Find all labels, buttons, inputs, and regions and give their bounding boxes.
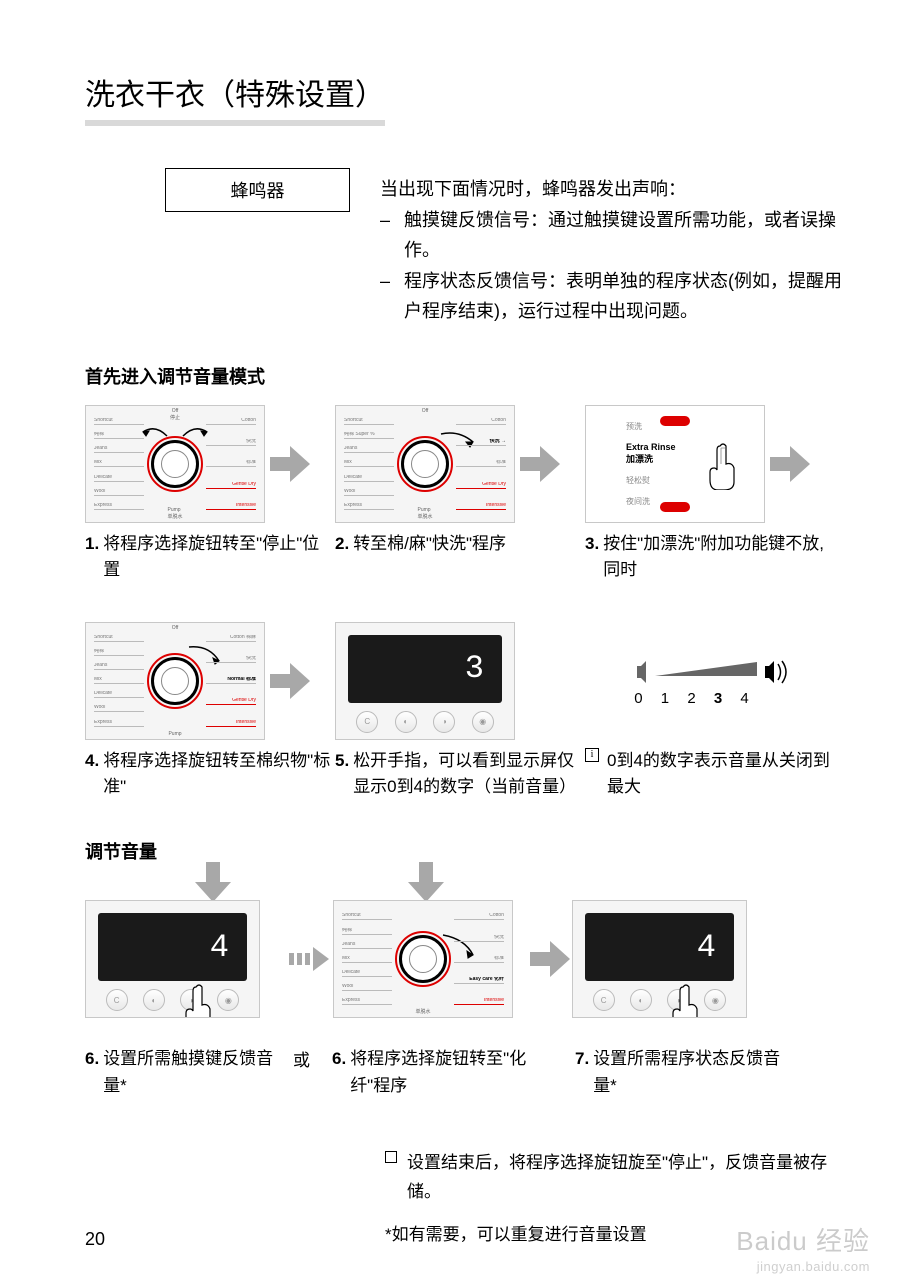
step-2-caption: 2. 转至棉/麻"快洗"程序 bbox=[335, 531, 585, 557]
step-2-panel: Shortcut纯棉 Super %JeansMixDelicateWoolEx… bbox=[335, 405, 515, 523]
section1-heading: 首先进入调节音量模式 bbox=[85, 363, 845, 389]
step-num: 1. bbox=[85, 531, 99, 584]
step-3-panel: 预洗 Extra Rinse加漂洗 轻松熨 夜间洗 bbox=[585, 405, 765, 523]
watermark-sub: jingyan.baidu.com bbox=[757, 1259, 870, 1274]
page-number: 20 bbox=[85, 1229, 105, 1250]
step-2: Shortcut纯棉 Super %JeansMixDelicateWoolEx… bbox=[335, 405, 585, 604]
arrow-down-icon bbox=[408, 862, 444, 902]
dotted-arrow-icon bbox=[285, 947, 333, 971]
lcd-digit: 4 bbox=[210, 929, 229, 966]
intro-lead: 当出现下面情况时，蜂鸣器发出声响： bbox=[380, 174, 845, 205]
volume-scale-icon bbox=[625, 654, 795, 690]
intro-bullet-2: – 程序状态反馈信号：表明单独的程序状态(例如，提醒用户程序结束)，运行过程中出… bbox=[380, 266, 845, 327]
step-5-caption: 5. 松开手指，可以看到显示屏仅显示0到4的数字（当前音量） bbox=[335, 748, 585, 801]
step-7: 4 C◐◑◉ bbox=[572, 900, 767, 1018]
step-num: 3. bbox=[585, 531, 599, 584]
steps-row-2: Shortcut纯棉JeansMixDelicateWoolExpress Co… bbox=[85, 622, 845, 821]
steps-row-3: 4 C◐◑◉ Shortcut纯棉JeansMixDelicateWoolExp… bbox=[85, 900, 845, 1018]
step-5: 3 C◐◑◉ 5. 松开手指，可以看到显示屏仅显示0到4的数字（当前音量） bbox=[335, 622, 585, 821]
dial-icon bbox=[397, 436, 453, 492]
panel-right-labels: Cotton快洗标准Gentle DryIntensive bbox=[206, 418, 256, 510]
lcd-buttons: C◐◑◉ bbox=[348, 711, 502, 733]
step-4-panel: Shortcut纯棉JeansMixDelicateWoolExpress Co… bbox=[85, 622, 265, 740]
step-6a-panel: 4 C◐◑◉ bbox=[85, 900, 260, 1018]
finger-icon bbox=[184, 983, 212, 1018]
step-1: Shortcut纯棉JeansMixDelicateWoolExpress Co… bbox=[85, 405, 335, 604]
step-text: 按住"加漂洗"附加功能键不放, 同时 bbox=[603, 531, 835, 584]
footer-note-1-text: 设置结束后，将程序选择旋钮旋至"停止"，反馈音量被存储。 bbox=[407, 1149, 845, 1207]
watermark: Baidu 经验 bbox=[736, 1221, 870, 1258]
dial-icon bbox=[147, 653, 203, 709]
checkbox-icon bbox=[385, 1151, 397, 1163]
step-4: Shortcut纯棉JeansMixDelicateWoolExpress Co… bbox=[85, 622, 335, 821]
arrow-right-icon bbox=[265, 663, 315, 699]
step-4-caption: 4. 将程序选择旋钮转至棉织物"标准" bbox=[85, 748, 335, 801]
page-title: 洗衣干衣（特殊设置） bbox=[85, 70, 845, 114]
or-label: 或 bbox=[293, 1046, 310, 1071]
step-num: 4. bbox=[85, 748, 99, 801]
intro-bullet-1: – 触摸键反馈信号：通过触摸键设置所需功能，或者误操作。 bbox=[380, 205, 845, 266]
arrow-right-icon bbox=[515, 446, 565, 482]
step-6b-caption: 6. 将程序选择旋钮转至"化纤"程序 bbox=[332, 1046, 537, 1099]
step-6a-caption: 6. 设置所需触摸键反馈音量* bbox=[85, 1046, 285, 1099]
arrow-right-icon bbox=[765, 446, 815, 482]
step-info: 0 1 2 3 4 i 0到4的数字表示音量从关闭到最大 bbox=[585, 622, 835, 821]
arrow-right-icon bbox=[528, 941, 572, 977]
step-1-panel: Shortcut纯棉JeansMixDelicateWoolExpress Co… bbox=[85, 405, 265, 523]
step-3-caption: 3. 按住"加漂洗"附加功能键不放, 同时 bbox=[585, 531, 835, 584]
arrow-right-icon bbox=[265, 446, 315, 482]
intro-bullet-1-text: 触摸键反馈信号：通过触摸键设置所需功能，或者误操作。 bbox=[404, 205, 845, 266]
step-text: 转至棉/麻"快洗"程序 bbox=[353, 531, 506, 557]
intro-text: 当出现下面情况时，蜂鸣器发出声响： – 触摸键反馈信号：通过触摸键设置所需功能，… bbox=[380, 168, 845, 327]
step-6b: Shortcut纯棉JeansMixDelicateWoolExpress Co… bbox=[333, 900, 528, 1018]
footer-note-1: 设置结束后，将程序选择旋钮旋至"停止"，反馈音量被存储。 bbox=[385, 1149, 845, 1207]
header-row: 蜂鸣器 当出现下面情况时，蜂鸣器发出声响： – 触摸键反馈信号：通过触摸键设置所… bbox=[85, 168, 845, 327]
finger-icon bbox=[671, 983, 699, 1018]
steps-row-1: Shortcut纯棉JeansMixDelicateWoolExpress Co… bbox=[85, 405, 845, 604]
lcd-screen: 3 bbox=[348, 635, 502, 703]
info-text: 0到4的数字表示音量从关闭到最大 bbox=[607, 748, 835, 801]
dial-icon bbox=[147, 436, 203, 492]
step-text: 将程序选择旋钮转至棉织物"标准" bbox=[103, 748, 335, 801]
info-icon: i bbox=[585, 748, 599, 762]
step-text: 松开手指，可以看到显示屏仅显示0到4的数字（当前音量） bbox=[353, 748, 585, 801]
step-1-caption: 1. 将程序选择旋钮转至"停止"位置 bbox=[85, 531, 335, 584]
step-num: 2. bbox=[335, 531, 349, 557]
step-num: 5. bbox=[335, 748, 349, 801]
buzzer-box: 蜂鸣器 bbox=[165, 168, 350, 212]
lcd-digit: 3 bbox=[465, 650, 484, 687]
lcd-digit: 4 bbox=[697, 929, 716, 966]
touch-labels: 预洗 Extra Rinse加漂洗 轻松熨 夜间洗 bbox=[626, 416, 676, 512]
steps-row-3-captions: 6. 设置所需触摸键反馈音量* 或 6. 将程序选择旋钮转至"化纤"程序 7. … bbox=[85, 1046, 845, 1119]
step-3: 预洗 Extra Rinse加漂洗 轻松熨 夜间洗 3. 按住"加漂洗"附加功能… bbox=[585, 405, 835, 604]
step-text: 将程序选择旋钮转至"停止"位置 bbox=[103, 531, 335, 584]
volume-scale-numbers: 0 1 2 3 4 bbox=[634, 690, 755, 707]
step-7-caption: 7. 设置所需程序状态反馈音量* bbox=[575, 1046, 785, 1099]
finger-icon bbox=[708, 442, 736, 490]
step-5-panel: 3 C◐◑◉ bbox=[335, 622, 515, 740]
step-6b-panel: Shortcut纯棉JeansMixDelicateWoolExpress Co… bbox=[333, 900, 513, 1018]
step-7-panel: 4 C◐◑◉ bbox=[572, 900, 747, 1018]
intro-bullet-2-text: 程序状态反馈信号：表明单独的程序状态(例如，提醒用户程序结束)，运行过程中出现问… bbox=[404, 266, 845, 327]
arrow-down-icon bbox=[195, 862, 231, 902]
info-caption: i 0到4的数字表示音量从关闭到最大 bbox=[585, 748, 835, 801]
section2-heading: 调节音量 bbox=[85, 838, 845, 864]
step-6a: 4 C◐◑◉ bbox=[85, 900, 285, 1018]
title-underline bbox=[85, 120, 385, 126]
